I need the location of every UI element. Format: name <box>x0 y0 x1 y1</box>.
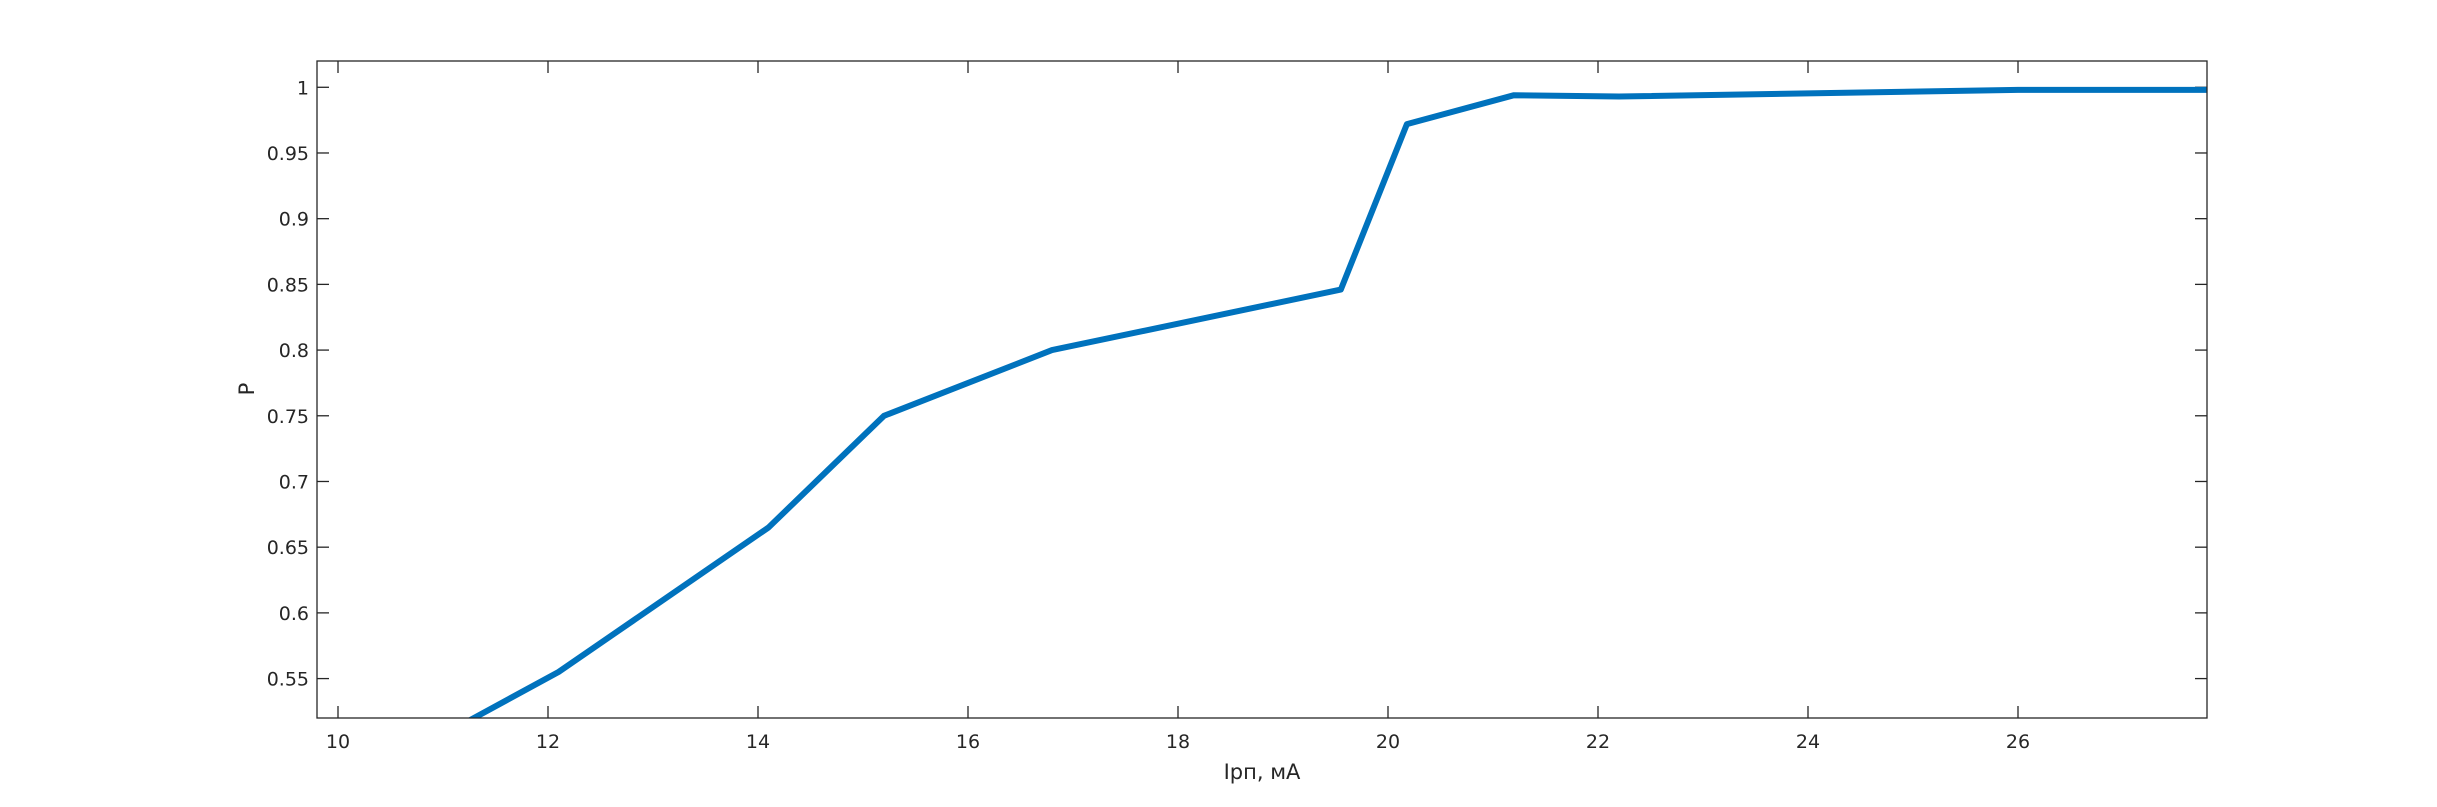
y-tick-label: 0.75 <box>267 406 309 428</box>
y-tick-label: 0.55 <box>267 669 309 691</box>
series-layer <box>467 86 2207 718</box>
x-tick-label: 14 <box>746 731 770 753</box>
axes-box <box>316 60 2208 719</box>
y-tick-label: 1 <box>297 77 309 99</box>
y-tick-label: 0.85 <box>267 274 309 296</box>
y-axis-label: P <box>235 383 259 396</box>
plot-area <box>317 61 2207 718</box>
y-tick-label: 0.8 <box>279 340 309 362</box>
x-tick-label: 18 <box>1166 731 1190 753</box>
x-tick-label: 12 <box>536 731 560 753</box>
y-tick-label: 0.9 <box>279 209 309 231</box>
y-tick-labels: 0.55 0.6 0.65 0.7 0.75 0.8 0.85 0.9 0.95 1 <box>267 77 309 690</box>
x-tick-label: 10 <box>326 731 350 753</box>
x-tick-label: 20 <box>1376 731 1400 753</box>
y-tick-label: 0.95 <box>267 143 309 165</box>
y-tick-label: 0.7 <box>279 471 309 493</box>
x-tick-label: 16 <box>956 731 980 753</box>
x-tick-label: 26 <box>2006 731 2030 753</box>
series-line <box>467 86 2207 718</box>
x-tick-label: 22 <box>1586 731 1610 753</box>
y-tick-label: 0.6 <box>279 603 309 625</box>
x-tick-labels: 10 12 14 16 18 20 22 24 26 <box>326 731 2030 753</box>
y-tick-label: 0.65 <box>267 537 309 559</box>
x-axis-label: Iрп, мА <box>1224 760 1301 784</box>
x-tick-label: 24 <box>1796 731 1820 753</box>
